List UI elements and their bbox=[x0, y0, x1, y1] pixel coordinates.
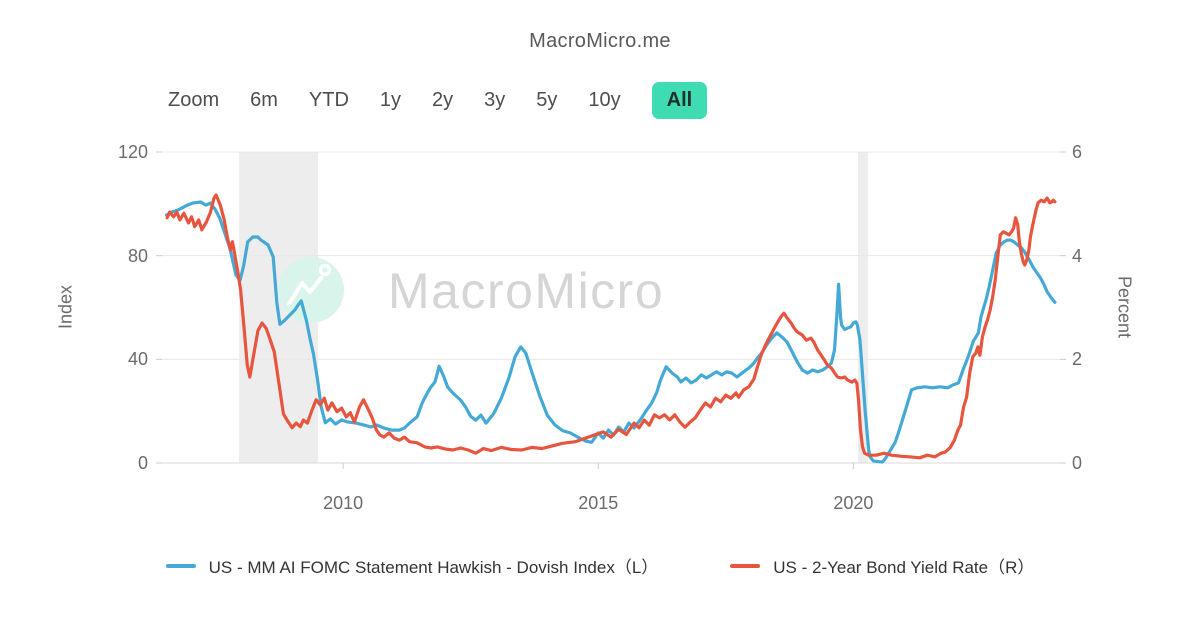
legend-item-fomc-index[interactable]: US - MM AI FOMC Statement Hawkish - Dovi… bbox=[165, 553, 659, 578]
data-point-dot-icon bbox=[318, 263, 332, 277]
legend-swatch-icon bbox=[165, 563, 196, 568]
legend-swatch-icon bbox=[730, 563, 761, 568]
plot-area[interactable] bbox=[162, 152, 1060, 463]
range-toolbar: Zoom 6m YTD 1y 2y 3y 5y 10y All bbox=[168, 80, 708, 121]
series-line-blue bbox=[165, 200, 1057, 464]
right-tick-label-2: 2 bbox=[1072, 349, 1083, 370]
right-tick-label-6: 6 bbox=[1072, 142, 1083, 162]
series-line-red bbox=[165, 193, 1057, 460]
range-button-6m[interactable]: 6m bbox=[250, 89, 278, 111]
right-tick-label-4: 4 bbox=[1072, 245, 1083, 266]
legend-label: US - 2-Year Bond Yield Rate（R） bbox=[773, 558, 1035, 577]
left-tick-label-40: 40 bbox=[127, 349, 148, 370]
left-tick-label-120: 120 bbox=[117, 142, 148, 162]
page-title: MacroMicro.me bbox=[529, 30, 671, 52]
watermark-text: MacroMicro bbox=[388, 263, 664, 319]
zoom-label: Zoom bbox=[168, 89, 220, 111]
range-button-10y[interactable]: 10y bbox=[588, 89, 621, 111]
recession-band-1 bbox=[857, 152, 869, 463]
x-tick-label-2015: 2015 bbox=[578, 493, 619, 513]
x-tick-label-2020: 2020 bbox=[833, 493, 874, 513]
range-button-3y[interactable]: 3y bbox=[484, 89, 506, 111]
legend-label: US - MM AI FOMC Statement Hawkish - Dovi… bbox=[208, 558, 659, 577]
range-button-1y[interactable]: 1y bbox=[379, 89, 402, 111]
x-tick-label-2010: 2010 bbox=[323, 493, 364, 513]
legend-item-bond-yield[interactable]: US - 2-Year Bond Yield Rate（R） bbox=[730, 553, 1034, 578]
watermark: MacroMicro bbox=[278, 257, 664, 323]
range-button-2y[interactable]: 2y bbox=[432, 89, 454, 111]
range-button-all[interactable]: All bbox=[651, 82, 708, 119]
legend: US - MM AI FOMC Statement Hawkish - Dovi… bbox=[0, 553, 1200, 578]
left-tick-label-0: 0 bbox=[137, 453, 148, 473]
range-button-5y[interactable]: 5y bbox=[536, 89, 558, 111]
left-tick-label-80: 80 bbox=[127, 245, 148, 266]
left-axis-title: Index bbox=[55, 284, 76, 330]
right-axis-title: Percent bbox=[1114, 275, 1135, 339]
right-tick-label-0: 0 bbox=[1072, 453, 1083, 473]
range-button-ytd[interactable]: YTD bbox=[308, 89, 349, 111]
mountain-line-chart-icon bbox=[287, 276, 323, 306]
